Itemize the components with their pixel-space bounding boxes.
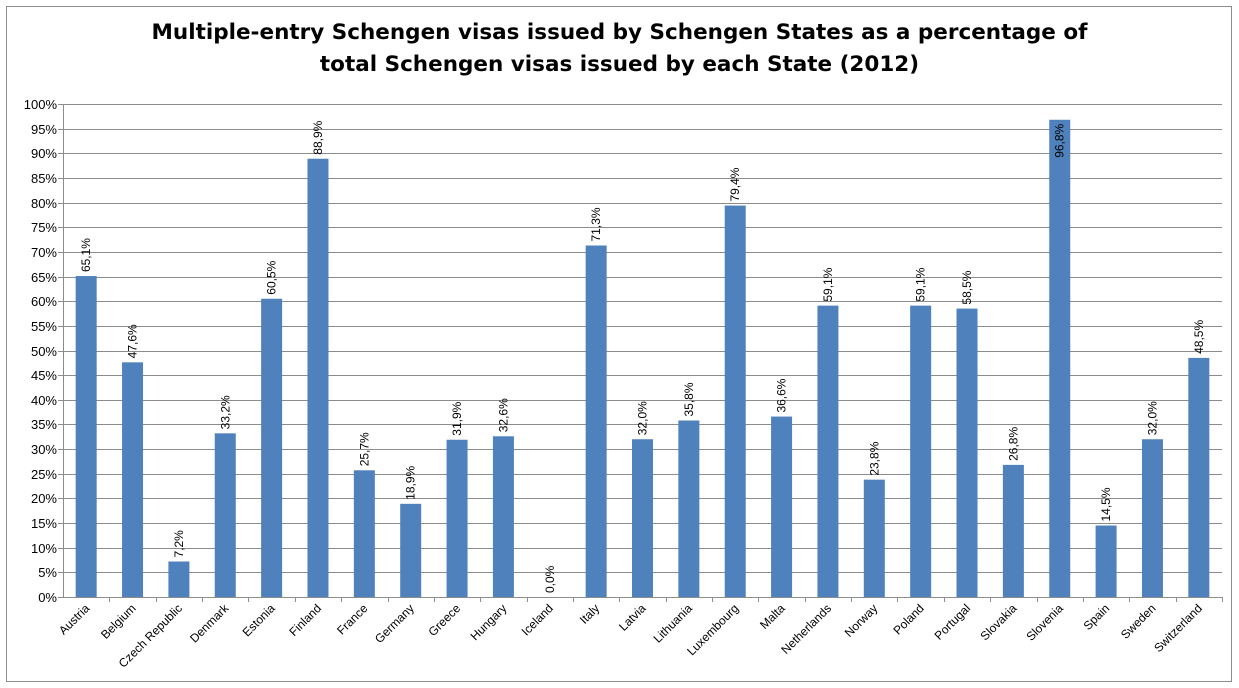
bar [400, 503, 422, 597]
bar [307, 158, 329, 597]
category-label: Poland [890, 601, 926, 637]
bar [1095, 525, 1117, 597]
data-label: 48,5% [1192, 320, 1206, 354]
data-label: 36,6% [775, 378, 789, 412]
y-tick-label: 100% [24, 97, 58, 112]
data-label: 32,6% [496, 398, 510, 432]
category-label: Lithuania [651, 601, 696, 646]
category-label: Spain [1081, 601, 1113, 633]
bar [75, 276, 97, 597]
data-label: 35,8% [682, 382, 696, 416]
data-label: 14,5% [1099, 487, 1113, 521]
chart-title-line-1: Multiple-entry Schengen visas issued by … [151, 20, 1088, 45]
y-tick-label: 25% [31, 467, 57, 482]
data-label: 47,6% [126, 324, 140, 358]
y-tick-label: 35% [31, 417, 57, 432]
y-tick-label: 20% [31, 491, 57, 506]
data-label: 23,8% [867, 441, 881, 475]
bar [1049, 119, 1071, 597]
data-label: 79,4% [728, 167, 742, 201]
category-label: France [334, 601, 371, 638]
y-tick-label: 95% [31, 122, 57, 137]
data-label: 59,1% [914, 267, 928, 301]
bar [585, 245, 607, 597]
category-label: Estonia [240, 601, 278, 639]
y-tick-label: 60% [31, 294, 57, 309]
bar [446, 439, 468, 597]
data-label: 58,5% [960, 270, 974, 304]
category-label: Belgium [98, 601, 139, 642]
bar [817, 305, 839, 597]
y-tick-label: 30% [31, 442, 57, 457]
chart-frame [6, 6, 1232, 682]
data-label: 96,8% [1053, 123, 1067, 157]
category-label: Slovakia [978, 601, 1020, 643]
chart-title-line-2: total Schengen visas issued by each Stat… [319, 52, 920, 77]
y-tick-label: 40% [31, 393, 57, 408]
bar [1188, 357, 1210, 597]
y-tick-label: 85% [31, 171, 57, 186]
category-label: Portugal [932, 601, 974, 643]
data-label: 18,9% [404, 465, 418, 499]
data-label: 0,0% [543, 565, 557, 593]
data-label: 65,1% [79, 238, 93, 272]
bar [214, 433, 236, 597]
bar [1002, 464, 1024, 597]
category-label: Iceland [519, 601, 556, 638]
y-tick-label: 5% [38, 565, 57, 580]
data-label: 71,3% [589, 207, 603, 241]
y-tick-label: 10% [31, 541, 57, 556]
data-label: 33,2% [218, 395, 232, 429]
data-label: 31,9% [450, 401, 464, 435]
category-label: Germany [372, 601, 417, 646]
category-label: Malta [757, 601, 788, 632]
data-label: 32,0% [1145, 401, 1159, 435]
bar [956, 308, 978, 597]
y-tick-label: 45% [31, 368, 57, 383]
category-label: Latvia [616, 601, 649, 634]
chart-title: Multiple-entry Schengen visas issued by … [0, 17, 1239, 81]
category-label: Switzerland [1151, 601, 1205, 655]
bar [1141, 439, 1163, 597]
data-label: 26,8% [1006, 427, 1020, 461]
y-tick-label: 55% [31, 319, 57, 334]
y-tick-label: 80% [31, 196, 57, 211]
bar [632, 439, 653, 597]
category-label: Austria [56, 601, 93, 638]
category-label: Slovenia [1023, 601, 1066, 644]
category-label: Hungary [468, 601, 510, 643]
y-tick-label: 70% [31, 245, 57, 260]
bar [492, 436, 514, 597]
bar [724, 205, 746, 598]
category-label: Norway [842, 601, 881, 640]
bar [863, 479, 885, 597]
bar [771, 416, 793, 597]
category-label: Finland [286, 601, 324, 639]
data-label: 59,1% [821, 267, 835, 301]
data-label: 60,5% [265, 260, 279, 294]
y-tick-label: 15% [31, 516, 57, 531]
bar [678, 420, 700, 597]
data-label: 32,0% [636, 401, 650, 435]
category-label: Italy [577, 601, 602, 626]
y-tick-label: 0% [38, 590, 57, 605]
bar [910, 305, 932, 597]
bar [122, 362, 144, 597]
category-label: Greece [425, 601, 463, 639]
category-label: Sweden [1118, 601, 1159, 642]
data-label: 7,2% [172, 530, 186, 558]
y-tick-label: 75% [31, 220, 57, 235]
y-tick-label: 65% [31, 270, 57, 285]
data-label: 25,7% [357, 432, 371, 466]
bar [353, 470, 375, 597]
bar [168, 561, 190, 597]
y-tick-label: 50% [31, 344, 57, 359]
category-label: Netherlands [778, 601, 834, 657]
bar [261, 298, 283, 597]
category-label: Denmark [187, 601, 232, 646]
y-tick-label: 90% [31, 146, 57, 161]
data-label: 88,9% [311, 120, 325, 154]
